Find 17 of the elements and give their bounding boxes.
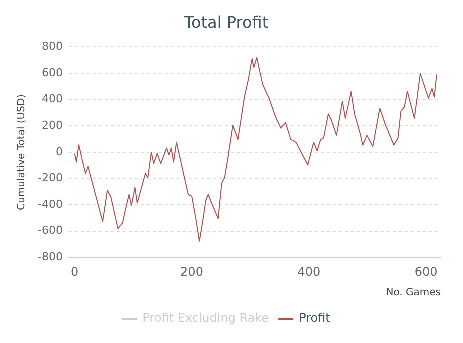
y-tick-label: 800: [42, 40, 63, 54]
y-tick-label: 600: [42, 66, 63, 80]
legend-label: Profit: [299, 311, 331, 326]
x-tick-label: 400: [298, 264, 321, 279]
y-tick-label: -800: [38, 250, 63, 264]
x-tick-label: 200: [180, 264, 204, 279]
x-tick-label: 0: [71, 264, 79, 279]
chart-title: Total Profit: [183, 12, 269, 32]
y-tick-label: -600: [38, 224, 63, 238]
y-axis-title: Cumulative Total (USD): [16, 94, 28, 210]
y-tick-label: 200: [42, 118, 63, 132]
y-tick-label: 400: [42, 92, 63, 106]
y-tick-label: 0: [56, 145, 63, 158]
x-tick-label: 600: [414, 264, 438, 279]
y-tick-label: -200: [38, 172, 63, 185]
x-axis-title: No. Games: [386, 288, 441, 299]
y-tick-label: -400: [38, 198, 63, 211]
